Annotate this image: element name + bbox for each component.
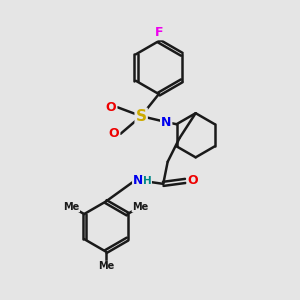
Text: O: O (188, 174, 198, 188)
Text: Me: Me (98, 261, 114, 271)
Text: S: S (136, 109, 147, 124)
Text: O: O (106, 101, 116, 114)
Text: Me: Me (63, 202, 80, 212)
Text: N: N (161, 116, 171, 128)
Text: Me: Me (132, 202, 148, 212)
Text: N: N (133, 174, 143, 188)
Text: H: H (143, 176, 152, 186)
Text: F: F (154, 26, 163, 39)
Text: O: O (109, 127, 119, 140)
